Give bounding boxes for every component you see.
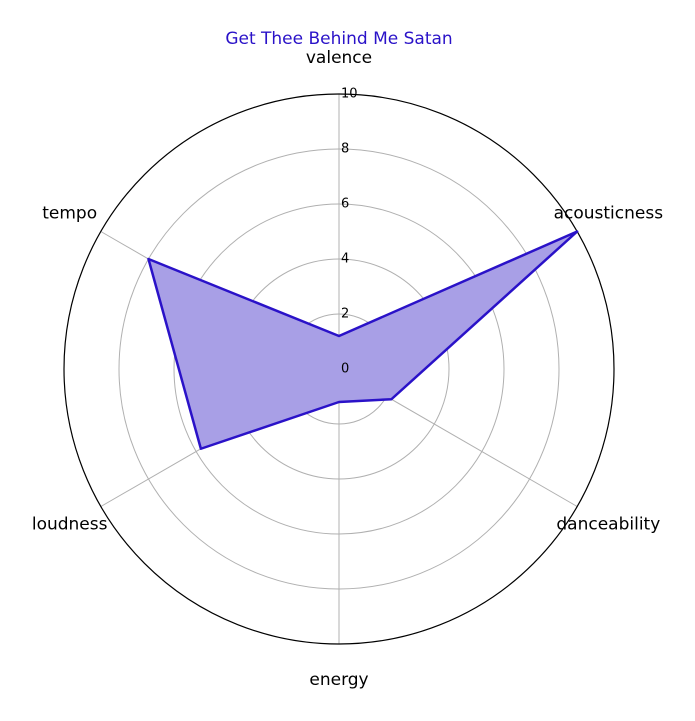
- axis-labels: valence acousticness danceability energy lou…: [32, 48, 663, 690]
- axis-label-acousticness: acousticness: [554, 204, 664, 224]
- axis-label-loudness: loudness: [32, 515, 108, 535]
- axis-label-danceability: danceability: [556, 515, 660, 535]
- tick-label: 8: [341, 142, 349, 157]
- series-polygon: [147, 230, 579, 450]
- outer-ring: [63, 93, 615, 645]
- series-layer: [147, 230, 579, 450]
- tick-label: 2: [341, 307, 349, 322]
- axis-label-energy: energy: [309, 670, 368, 690]
- tick-labels: 0 2 4 6 8 10: [341, 87, 358, 377]
- chart-title: Get Thee Behind Me Satan: [225, 29, 452, 49]
- axis-label-tempo: tempo: [42, 204, 97, 224]
- tick-label: 10: [341, 87, 358, 102]
- axis-label-valence: valence: [306, 48, 372, 68]
- tick-label: 6: [341, 197, 349, 212]
- tick-label: 0: [341, 362, 349, 377]
- tick-label: 4: [341, 252, 349, 267]
